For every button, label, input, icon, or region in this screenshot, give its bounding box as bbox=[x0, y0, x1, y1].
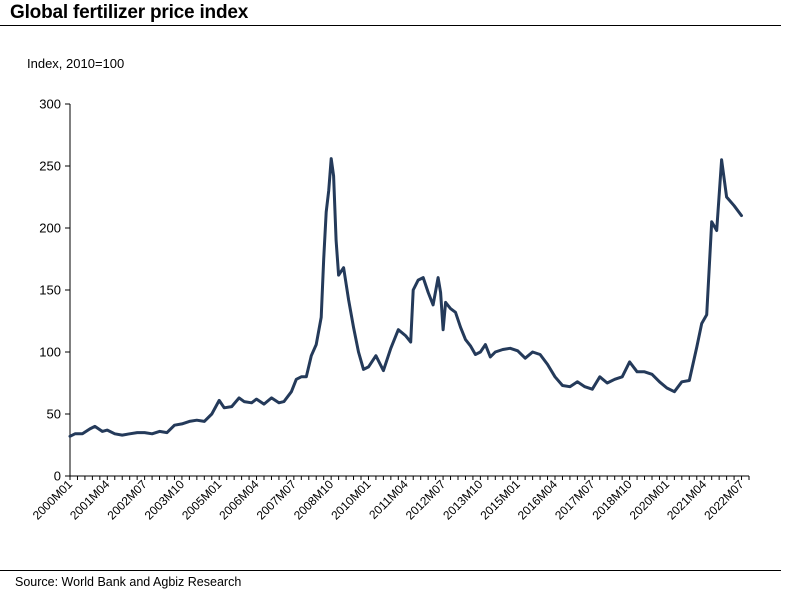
source-divider bbox=[0, 570, 781, 571]
x-tick-label: 2001M04 bbox=[67, 477, 113, 523]
y-tick-label: 250 bbox=[39, 159, 61, 174]
y-unit-label: Index, 2010=100 bbox=[27, 56, 124, 71]
x-tick-label: 2007M07 bbox=[254, 477, 300, 523]
y-tick-label: 150 bbox=[39, 283, 61, 298]
title-divider bbox=[0, 25, 781, 26]
x-tick-label: 2003M10 bbox=[142, 477, 188, 523]
x-tick-label: 2008M10 bbox=[291, 477, 337, 523]
y-tick-label: 50 bbox=[47, 407, 61, 422]
y-tick-label: 100 bbox=[39, 345, 61, 360]
x-tick-label: 2012M07 bbox=[403, 477, 449, 523]
x-tick-label: 2010M01 bbox=[328, 477, 374, 523]
x-tick-label: 2020M01 bbox=[627, 477, 673, 523]
chart-title: Global fertilizer price index bbox=[10, 2, 249, 23]
x-tick-label: 2015M01 bbox=[478, 477, 524, 523]
plot-area bbox=[68, 157, 743, 438]
chart-axes: 0501001502002503002000M012001M042002M072… bbox=[30, 97, 750, 523]
y-tick-label: 300 bbox=[39, 97, 61, 112]
x-tick-label: 2017M07 bbox=[552, 477, 598, 523]
x-tick-label: 2021M04 bbox=[664, 477, 710, 523]
series-line bbox=[68, 157, 743, 438]
x-tick-label: 2016M04 bbox=[515, 477, 561, 523]
source-note: Source: World Bank and Agbiz Research bbox=[15, 575, 242, 589]
y-tick-label: 200 bbox=[39, 221, 61, 236]
x-tick-label: 2005M01 bbox=[179, 477, 225, 523]
line-chart: Index, 2010=100 0 50 100 150 200 250 300 2000M0… bbox=[27, 56, 750, 523]
x-tick-label: 2022M07 bbox=[701, 477, 747, 523]
x-tick-label: 2018M10 bbox=[589, 477, 635, 523]
x-tick-label: 2000M01 bbox=[30, 477, 76, 523]
x-tick-label: 2013M10 bbox=[440, 477, 486, 523]
x-tick-label: 2002M07 bbox=[104, 477, 150, 523]
x-tick-label: 2006M04 bbox=[216, 477, 262, 523]
y-tick-label: 0 bbox=[54, 469, 61, 484]
